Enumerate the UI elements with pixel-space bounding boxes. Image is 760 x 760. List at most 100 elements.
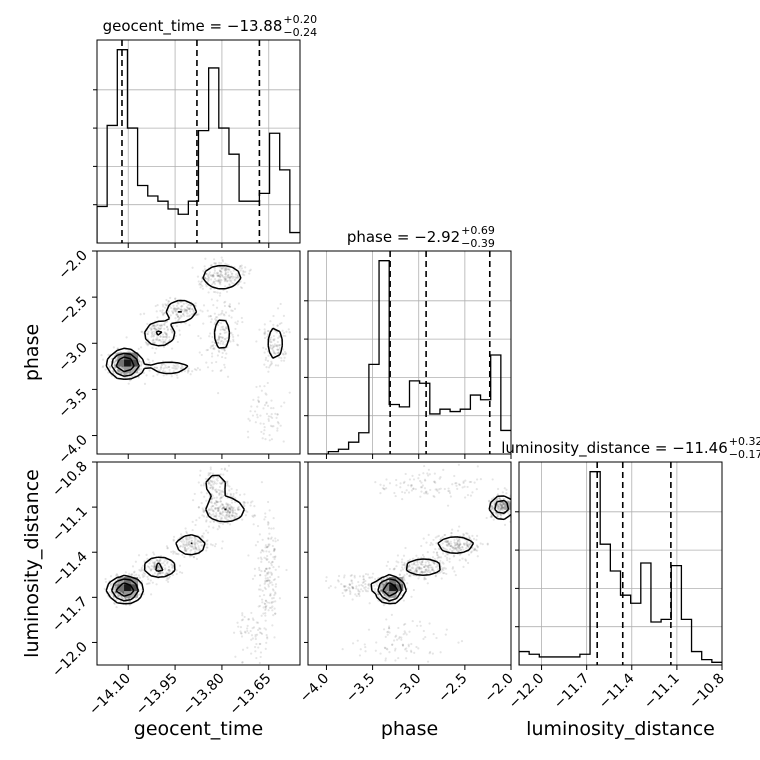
scatter-point	[157, 565, 160, 569]
scatter-point	[385, 580, 388, 584]
scatter-point	[429, 564, 432, 567]
scatter-point	[458, 538, 461, 541]
scatter-point	[187, 367, 190, 370]
scatter-point	[427, 533, 430, 536]
scatter-point	[436, 565, 439, 568]
scatter-point	[246, 646, 249, 649]
scatter-point	[266, 381, 269, 385]
scatter-point	[153, 565, 156, 569]
y-tick-label: −3.0	[55, 340, 90, 375]
density-cell	[117, 352, 125, 360]
scatter-point	[211, 275, 214, 278]
scatter-point	[437, 491, 441, 494]
scatter-point	[457, 543, 460, 546]
scatter-point	[207, 472, 210, 475]
scatter-point	[210, 484, 213, 487]
scatter-point	[209, 468, 212, 471]
scatter-point	[271, 544, 274, 548]
scatter-point	[264, 512, 267, 515]
scatter-point	[258, 568, 261, 572]
scatter-point	[434, 575, 437, 578]
scatter-point	[260, 560, 263, 563]
scatter-point	[207, 481, 210, 484]
scatter-point	[454, 542, 457, 545]
scatter-point	[228, 511, 231, 514]
scatter-point	[401, 563, 404, 566]
scatter-point	[218, 515, 221, 518]
scatter-point	[237, 505, 240, 509]
scatter-point	[383, 594, 387, 597]
scatter-point	[214, 291, 217, 294]
scatter-point	[176, 314, 180, 318]
scatter-point	[208, 511, 211, 515]
scatter-point	[456, 543, 459, 547]
scatter-point	[344, 590, 347, 593]
scatter-point	[114, 363, 117, 366]
scatter-point	[172, 535, 176, 538]
scatter-point	[261, 549, 264, 552]
scatter-point	[152, 565, 155, 568]
scatter-point	[221, 503, 225, 506]
scatter-point	[175, 308, 178, 311]
scatter-point	[273, 556, 277, 559]
scatter-point	[454, 547, 457, 550]
scatter-point	[276, 420, 279, 424]
scatter-point	[460, 639, 464, 643]
scatter-point	[233, 514, 236, 518]
scatter-point	[453, 548, 456, 551]
scatter-point	[264, 348, 268, 351]
scatter-point	[496, 503, 500, 506]
scatter-point	[441, 546, 444, 549]
scatter-point	[220, 482, 223, 485]
scatter-point	[271, 347, 274, 351]
scatter-point	[196, 540, 199, 543]
scatter-point	[118, 594, 121, 597]
scatter-point	[157, 572, 160, 575]
scatter-point	[515, 513, 517, 515]
scatter-point	[437, 547, 441, 550]
scatter-point	[404, 622, 407, 626]
scatter-point	[209, 320, 213, 324]
scatter-point	[429, 566, 433, 569]
density-cell	[389, 577, 397, 585]
scatter-point	[228, 507, 231, 511]
scatter-point	[158, 558, 162, 561]
scatter-point	[274, 583, 278, 586]
scatter-point	[152, 339, 155, 342]
scatter-point	[516, 508, 518, 510]
x-tick-label: −11.4	[596, 670, 638, 712]
scatter-point	[200, 544, 203, 547]
scatter-point	[109, 584, 112, 587]
scatter-point	[263, 332, 266, 335]
scatter-point	[472, 549, 475, 552]
scatter-point	[252, 618, 255, 622]
scatter-point	[424, 564, 427, 567]
scatter-point	[222, 505, 225, 508]
scatter-point	[153, 324, 156, 327]
scatter-point	[225, 331, 228, 334]
scatter-point	[194, 546, 197, 549]
scatter-point	[264, 546, 267, 549]
scatter-point	[243, 504, 246, 507]
scatter-point	[387, 591, 390, 594]
scatter-point	[164, 568, 167, 571]
scatter-point	[400, 638, 403, 641]
scatter-point	[379, 587, 382, 590]
scatter-point	[410, 485, 413, 488]
scatter-point	[160, 562, 163, 565]
contour-level-0	[105, 264, 284, 381]
scatter-point	[185, 311, 188, 314]
scatter-point	[221, 355, 224, 359]
scatter-point	[405, 633, 408, 636]
scatter-point	[160, 326, 163, 330]
scatter-point	[146, 575, 149, 579]
scatter-point	[407, 568, 410, 571]
scatter-point	[187, 543, 190, 546]
scatter-point	[202, 304, 206, 307]
scatter-point	[219, 489, 222, 492]
scatter-point	[415, 569, 418, 572]
scatter-point	[201, 507, 204, 510]
scatter-point	[400, 561, 403, 564]
scatter-point	[208, 508, 211, 511]
scatter-point	[405, 489, 408, 492]
